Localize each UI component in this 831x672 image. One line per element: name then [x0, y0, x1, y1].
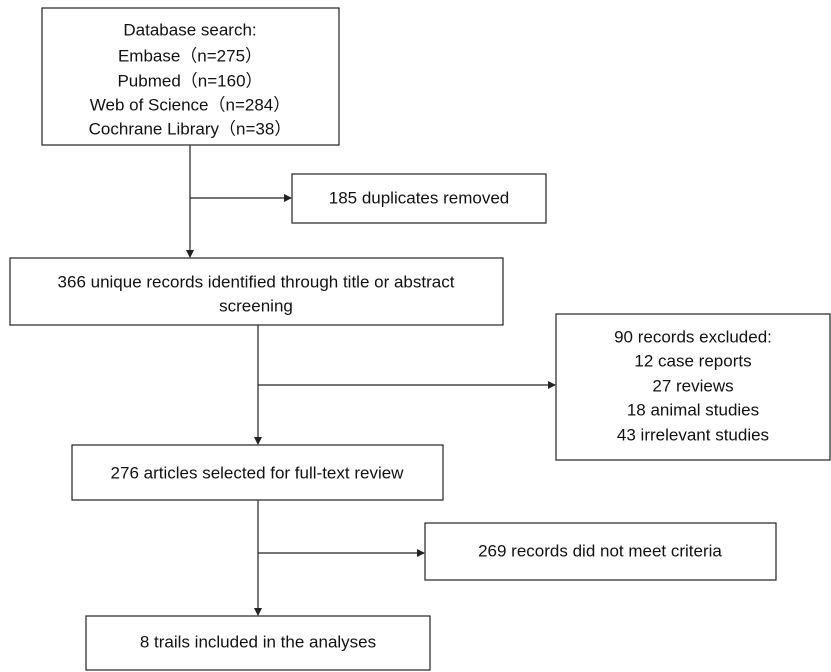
- box-text: 90 records excluded:: [614, 327, 772, 346]
- box: [555, 313, 831, 461]
- box-text: Cochrane Library（n=38）: [89, 119, 292, 138]
- box-text: 18 animal studies: [627, 400, 759, 419]
- box-text: 185 duplicates removed: [329, 188, 510, 207]
- box-text: 366 unique records identified through ti…: [58, 272, 455, 291]
- box-text: Pubmed（n=160）: [117, 71, 262, 90]
- box-text: Embase（n=275）: [118, 46, 262, 65]
- box-text: 269 records did not meet criteria: [478, 541, 722, 560]
- box-text: 8 trails included in the analyses: [140, 632, 376, 651]
- box: [41, 7, 340, 146]
- box: [71, 444, 444, 501]
- box-text: 12 case reports: [634, 351, 751, 370]
- box-text: screening: [219, 296, 293, 315]
- box-text: Database search:: [123, 20, 256, 39]
- box-text: 43 irrelevant studies: [617, 425, 769, 444]
- box-text: 276 articles selected for full-text revi…: [111, 463, 405, 482]
- box: [424, 522, 777, 581]
- box-text: Web of Science（n=284）: [90, 95, 291, 114]
- box: [291, 173, 547, 224]
- box: [85, 615, 431, 671]
- box: [9, 257, 504, 326]
- box-text: 27 reviews: [652, 376, 733, 395]
